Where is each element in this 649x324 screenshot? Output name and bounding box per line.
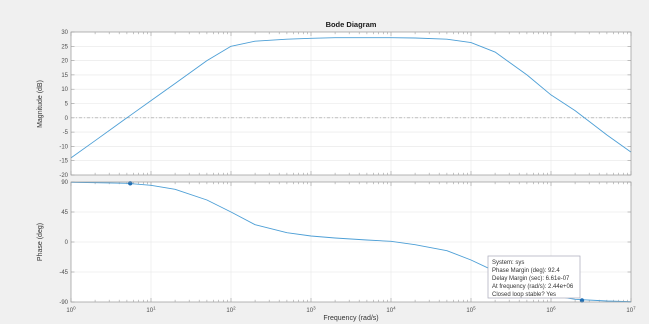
- magnitude-axes[interactable]: -20 -15 -10 -5 0 5 10 15 20 25 30: [59, 30, 632, 179]
- phase-margin-marker[interactable]: [579, 298, 585, 303]
- phase-y-tick-label: -90: [59, 300, 68, 306]
- x-tick-label: 107: [626, 306, 636, 315]
- x-tick-label: 104: [386, 306, 396, 315]
- magnitude-axes-frame: [70, 31, 632, 176]
- magnitude-y-ticks: -20 -15 -10 -5 0 5 10 15 20 25 30: [59, 30, 68, 179]
- magnitude-y-tick-label: -15: [59, 159, 68, 165]
- magnitude-y-tick-label: 5: [65, 102, 69, 108]
- magnitude-y-axis-label: Magnitude (dB): [37, 80, 44, 128]
- phase-y-tick-label: 0: [65, 240, 69, 246]
- x-tick-label: 105: [466, 306, 476, 315]
- magnitude-y-tick-label: -20: [59, 173, 68, 179]
- x-tick-label: 106: [546, 306, 556, 315]
- phase-y-tick-label: -45: [59, 270, 68, 276]
- magnitude-y-tick-label: -5: [63, 130, 69, 136]
- magnitude-series-line: [70, 37, 632, 159]
- magnitude-y-tick-label: 15: [61, 73, 68, 79]
- x-tick-label: 103: [306, 306, 316, 315]
- datatip-line-delay-margin: Delay Margin (sec): 6.61e-07: [492, 276, 570, 282]
- phase-y-tick-label: 90: [61, 180, 68, 186]
- datatip-line-frequency: At frequency (rad/s): 2.44e+06: [492, 284, 574, 290]
- frequency-x-ticks: 100 101 102 103 104 105 106 107: [66, 306, 636, 315]
- magnitude-curve-group: [70, 37, 632, 159]
- datatip-line-system: System: sys: [492, 260, 524, 266]
- phase-y-axis-label: Phase (deg): [37, 223, 44, 261]
- chart-title: Bode Diagram: [326, 20, 377, 29]
- magnitude-y-tick-label: -10: [59, 144, 68, 150]
- x-tick-label: 101: [146, 306, 156, 315]
- x-tick-label: 100: [66, 306, 76, 315]
- magnitude-y-tick-label: 10: [61, 87, 68, 93]
- phase-axes-frame: [70, 181, 632, 303]
- datatip-box: [487, 255, 581, 299]
- magnitude-y-tick-label: 25: [61, 44, 68, 50]
- frequency-x-axis-label: Frequency (rad/s): [323, 315, 378, 322]
- stability-margin-datatip[interactable]: System: sys Phase Margin (deg): 92.4 Del…: [487, 255, 581, 299]
- magnitude-y-tick-label: 0: [65, 116, 69, 122]
- x-tick-label: 102: [226, 306, 236, 315]
- magnitude-y-tick-label: 30: [61, 30, 68, 36]
- magnitude-y-tick-label: 20: [61, 59, 68, 65]
- phase-y-tick-label: 45: [61, 210, 68, 216]
- phase-y-ticks: -90 -45 0 45 90: [59, 180, 68, 306]
- datatip-line-phase-margin: Phase Margin (deg): 92.4: [492, 268, 560, 274]
- datatip-line-stability: Closed loop stable? Yes: [492, 292, 556, 298]
